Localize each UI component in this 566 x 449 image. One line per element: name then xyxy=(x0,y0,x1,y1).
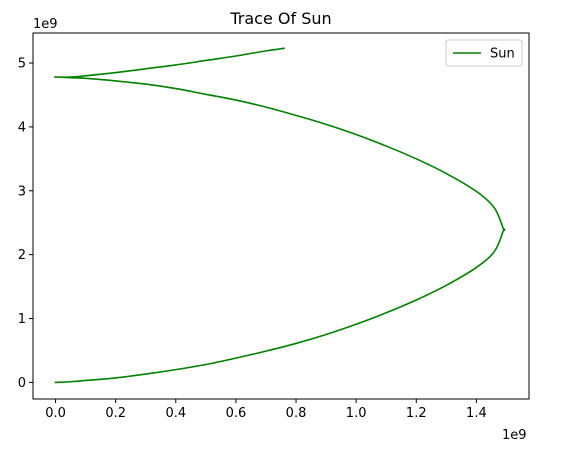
x-tick-label: 1.2 xyxy=(406,406,427,421)
legend-box xyxy=(445,39,523,67)
x-offset-text: 1e9 xyxy=(502,428,527,443)
y-offset-text: 1e9 xyxy=(33,17,58,32)
x-tick-label: 1.4 xyxy=(466,406,487,421)
series-line-sun xyxy=(54,47,506,384)
legend-label: Sun xyxy=(490,47,515,62)
y-tick-label: 1 xyxy=(18,312,26,327)
axis-ticks: 0.0 0.2 0.4 0.6 0.8 1.0 1.2 1.4 0 1 2 3 4 5 xyxy=(18,57,487,421)
chart-title: Trace Of Sun xyxy=(229,9,331,28)
plot-area xyxy=(54,47,506,384)
y-tick-label: 2 xyxy=(18,248,26,263)
y-tick-label: 3 xyxy=(18,184,26,199)
x-tick-label: 0.2 xyxy=(105,406,126,421)
x-tick-label: 1.0 xyxy=(346,406,367,421)
y-tick-label: 5 xyxy=(18,57,26,72)
y-tick-label: 0 xyxy=(18,376,26,391)
x-tick-label: 0.0 xyxy=(45,406,66,421)
x-tick-label: 0.8 xyxy=(286,406,307,421)
x-tick-label: 0.4 xyxy=(165,406,186,421)
axes-frame xyxy=(32,32,530,400)
legend: Sun xyxy=(445,39,523,67)
y-tick-label: 4 xyxy=(18,120,26,135)
x-tick-label: 0.6 xyxy=(226,406,247,421)
